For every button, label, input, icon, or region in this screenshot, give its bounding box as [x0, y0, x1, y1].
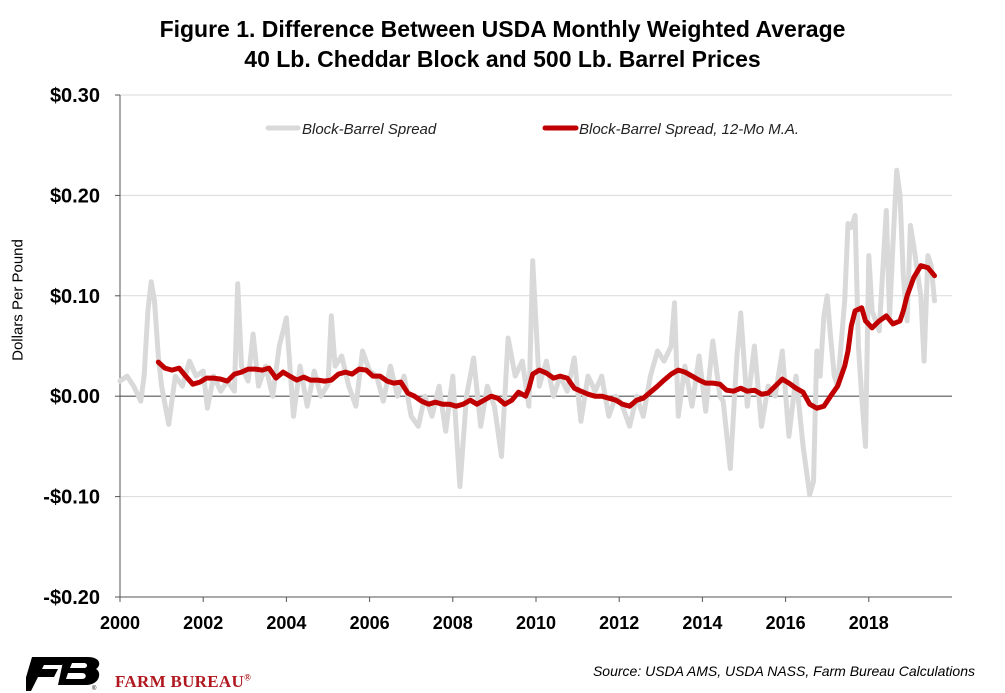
x-tick-label: 2012: [599, 613, 639, 633]
x-tick-label: 2010: [516, 613, 556, 633]
x-axis-ticks: 2000 2002 2004 2006 2008 2010 2012 2014 2016 2018: [100, 613, 889, 633]
farm-bureau-logo-icon: ®: [26, 657, 100, 691]
series-line-moving-average: [155, 263, 937, 411]
legend-label: Block-Barrel Spread, 12-Mo M.A.: [579, 121, 799, 138]
x-tick-label: 2016: [766, 613, 806, 633]
series-layer: [117, 167, 937, 498]
chart-title: Figure 1. Difference Between USDA Monthl…: [0, 14, 1005, 74]
logo-text: FARM BUREAU: [115, 672, 245, 691]
x-tick-label: 2018: [849, 613, 889, 633]
logo-registered-mark: ®: [244, 672, 252, 683]
y-tick-label: $0.30: [50, 85, 100, 107]
y-tick-label: $0.20: [50, 185, 100, 207]
y-tick-label: $0.10: [50, 286, 100, 308]
legend: Block-Barrel Spread Block-Barrel Spread, …: [265, 121, 799, 138]
chart-title-line-1: Figure 1. Difference Between USDA Monthl…: [159, 16, 846, 42]
y-tick-label: -$0.10: [43, 487, 100, 509]
x-tick-label: 2000: [100, 613, 140, 633]
series-line-spread: [117, 167, 937, 498]
legend-label: Block-Barrel Spread: [302, 121, 437, 138]
y-tick-label: -$0.20: [43, 587, 100, 609]
x-tick-label: 2008: [433, 613, 473, 633]
x-tick-label: 2006: [350, 613, 390, 633]
farm-bureau-wordmark: FARM BUREAU®: [115, 672, 251, 692]
y-tick-label: $0.00: [50, 386, 100, 408]
x-tick-label: 2004: [266, 613, 306, 633]
source-note: Source: USDA AMS, USDA NASS, Farm Bureau…: [592, 663, 975, 679]
y-axis-ticks: $0.30 $0.20 $0.10 $0.00 -$0.10 -$0.20: [43, 85, 100, 609]
chart-title-line-2: 40 Lb. Cheddar Block and 500 Lb. Barrel …: [244, 46, 761, 72]
registered-mark: ®: [92, 685, 97, 691]
axes: [115, 94, 952, 602]
x-tick-label: 2014: [682, 613, 722, 633]
x-tick-label: 2002: [183, 613, 223, 633]
